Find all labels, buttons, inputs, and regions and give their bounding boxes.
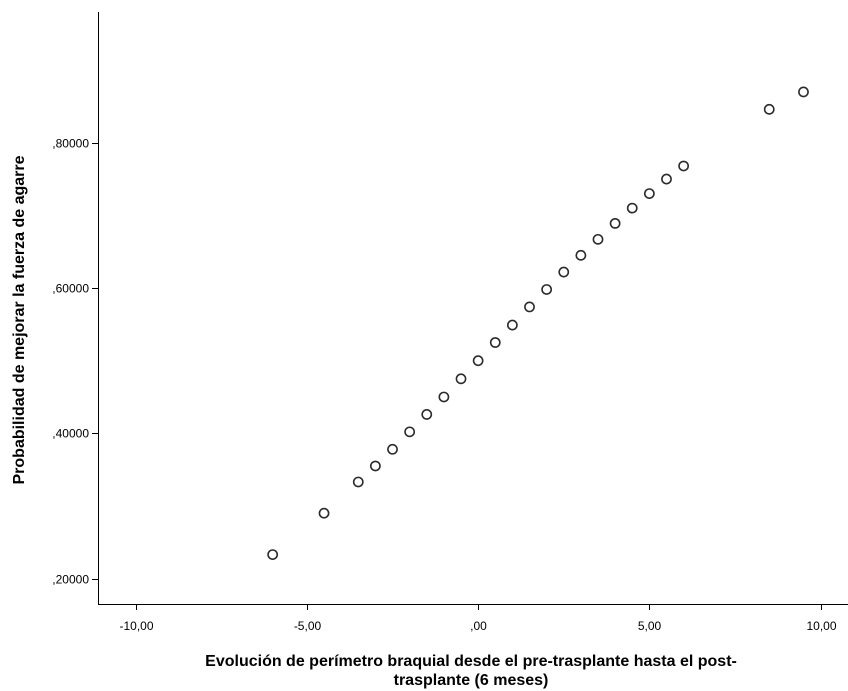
data-point bbox=[558, 266, 570, 278]
x-tick-label: 10,00 bbox=[806, 619, 836, 633]
data-point bbox=[421, 409, 433, 420]
data-point bbox=[318, 507, 330, 519]
data-point bbox=[763, 103, 775, 115]
x-tick-label: ,00 bbox=[470, 619, 487, 633]
data-point bbox=[541, 284, 553, 295]
data-point bbox=[524, 301, 535, 313]
data-point bbox=[404, 426, 416, 438]
x-axis-ticks: -10,00 -5,00 ,00 5,00 10,00 bbox=[119, 604, 837, 633]
axes bbox=[98, 12, 848, 605]
y-tick-label: ,40000 bbox=[52, 427, 89, 441]
x-tick-label: -10,00 bbox=[119, 619, 153, 633]
data-point bbox=[489, 337, 501, 348]
y-tick-label: ,20000 bbox=[52, 573, 89, 587]
x-axis-title-line-1: Evolución de perímetro braquial desde el… bbox=[205, 653, 737, 670]
data-point bbox=[267, 549, 279, 561]
y-axis-ticks: ,20000 ,40000 ,60000 ,80000 bbox=[52, 137, 98, 587]
data-point bbox=[352, 476, 364, 488]
data-point bbox=[643, 188, 655, 199]
y-tick-label: ,80000 bbox=[52, 137, 89, 151]
y-tick-label: ,60000 bbox=[52, 282, 89, 296]
data-point bbox=[661, 173, 672, 185]
data-point bbox=[592, 233, 604, 245]
x-tick-label: 5,00 bbox=[638, 619, 662, 633]
data-point bbox=[798, 86, 809, 98]
data-point bbox=[575, 249, 587, 261]
x-axis-title-line-2: trasplante (6 meses) bbox=[394, 672, 549, 689]
y-axis-title: Probabilidad de mejorar la fuerza de aga… bbox=[11, 155, 28, 484]
data-point bbox=[455, 373, 467, 385]
x-tick-label: -5,00 bbox=[294, 619, 322, 633]
data-points bbox=[267, 86, 809, 561]
data-point bbox=[438, 391, 450, 403]
data-point bbox=[506, 319, 518, 331]
data-point bbox=[387, 443, 398, 455]
data-point bbox=[609, 217, 621, 229]
data-point bbox=[626, 202, 638, 214]
data-point bbox=[472, 355, 484, 367]
data-point bbox=[678, 160, 690, 172]
data-point bbox=[369, 460, 381, 472]
